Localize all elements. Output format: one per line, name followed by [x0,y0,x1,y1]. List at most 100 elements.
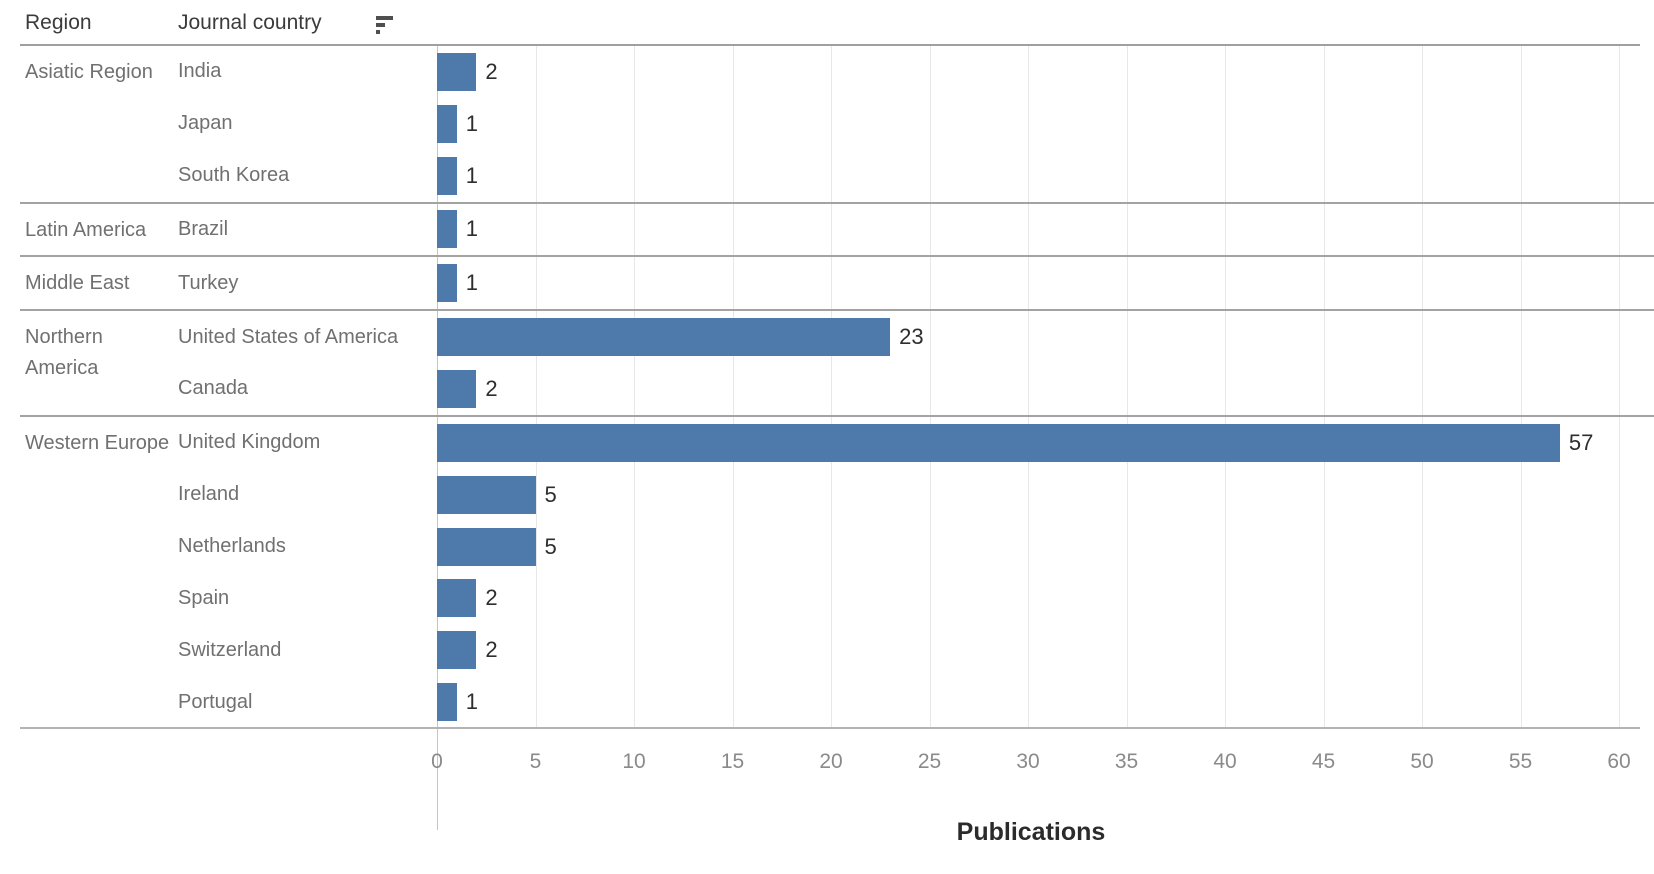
country-label: Canada [178,377,249,400]
region-group: Middle East Turkey 1 [20,255,1654,309]
region-group: Asiatic Region India 2 Japan 1 South Korea 1 [20,46,1654,202]
bar-row: Canada 2 [20,363,1654,415]
x-tick-label: 55 [1508,750,1533,773]
bar[interactable] [437,264,457,303]
gridline [1028,46,1029,727]
sort-descending-icon[interactable] [376,16,398,34]
bar-value-label: 1 [465,110,478,136]
bar-row: Netherlands 5 [20,521,1654,573]
bar-area: 2 [437,363,1654,415]
bar[interactable] [437,156,457,195]
x-tick-label: 10 [622,750,646,773]
bar-area: 2 [437,46,1654,98]
region-label: Northern America [25,326,103,380]
bar-area: 1 [437,150,1654,202]
bar[interactable] [437,579,477,618]
bar-row: United States of America 23 [20,311,1654,363]
bar[interactable] [437,369,477,408]
country-label: Spain [178,586,230,609]
x-tick-label: 15 [720,750,745,773]
bar[interactable] [437,475,536,514]
bar-value-label: 1 [465,270,478,296]
bar-value-label: 2 [485,637,498,663]
region-label: Middle East [25,272,130,295]
gridline [1323,46,1325,727]
country-label: Brazil [178,217,229,240]
bar-row: India 2 [20,46,1654,98]
bar[interactable] [437,631,477,670]
bar-row: Spain 2 [20,572,1654,624]
x-tick-label: 50 [1410,750,1434,773]
region-label: Latin America [25,218,147,241]
bar[interactable] [437,210,457,249]
country-label: Japan [178,112,233,135]
country-label: Switzerland [178,638,282,661]
x-tick-label: 0 [431,750,443,773]
gridline [1520,46,1522,727]
x-tick-label: 25 [917,750,942,773]
bar-area: 5 [437,521,1654,573]
gridline [1225,46,1226,727]
region-column-header[interactable]: Region [25,11,92,34]
bar-value-label: 2 [485,375,498,401]
bar[interactable] [437,527,536,566]
country-label: South Korea [178,164,290,187]
x-tick-label: 30 [1016,750,1040,773]
bar-area: 1 [437,257,1654,309]
bar-area: 1 [437,98,1654,150]
sort-bar-short [376,30,380,34]
bar-row: Portugal 1 [20,676,1654,728]
bar-row: United Kingdom 57 [20,417,1654,469]
region-label: Western Europe [25,431,170,454]
gridline [535,46,537,727]
bar-row: South Korea 1 [20,150,1654,202]
bar-value-label: 2 [485,58,498,84]
bar-area: 1 [437,204,1654,256]
column-headers: Region Journal country [20,0,1640,46]
bar-row: Japan 1 [20,98,1654,150]
chart-rows: Asiatic Region India 2 Japan 1 South Korea 1 La… [20,46,1654,728]
country-label: Turkey [178,271,239,294]
bar-row: Turkey 1 [20,257,1654,309]
x-tick-label: 20 [819,750,843,773]
bar[interactable] [437,52,477,91]
bar[interactable] [437,683,457,722]
bar-value-label: 5 [544,481,557,507]
bar[interactable] [437,423,1560,462]
x-tick-label: 45 [1311,750,1336,773]
gridline [732,46,734,727]
sort-bar-long [376,16,393,20]
gridline [1126,46,1128,727]
x-axis-ticks: 0 5 10 15 20 25 30 35 40 45 50 55 60 [431,750,1654,780]
bar-value-label: 57 [1568,429,1594,455]
bar-area: 5 [437,469,1654,521]
x-axis-line [20,727,1640,729]
sort-bar-medium [376,23,385,27]
country-label: Netherlands [178,535,286,558]
x-tick-label: 35 [1114,750,1139,773]
bar-value-label: 1 [465,689,478,715]
region-group: Latin America Brazil 1 [20,201,1654,256]
x-tick-label: 5 [529,750,542,773]
bar-value-label: 2 [485,585,498,611]
plot-gridlines [437,46,1637,727]
bar-value-label: 1 [465,216,478,242]
bar[interactable] [437,104,457,143]
bar-value-label: 1 [465,162,478,188]
country-label: United Kingdom [178,431,321,454]
country-label: India [178,60,222,83]
bar-area: 1 [437,676,1654,728]
bar-row: Ireland 5 [20,469,1654,521]
bar-row: Switzerland 2 [20,624,1654,676]
region-label: Asiatic Region [25,61,153,83]
region-group: Northern America United States of America… [20,309,1654,415]
gridline [831,46,832,727]
bar-area: 2 [437,624,1654,676]
x-axis-title: Publications [956,818,1106,846]
bar-area: 23 [437,311,1654,363]
gridline [1619,46,1620,727]
bar[interactable] [437,318,891,357]
journal-country-column-header[interactable]: Journal country [178,11,322,34]
country-label: United States of America [178,325,399,348]
